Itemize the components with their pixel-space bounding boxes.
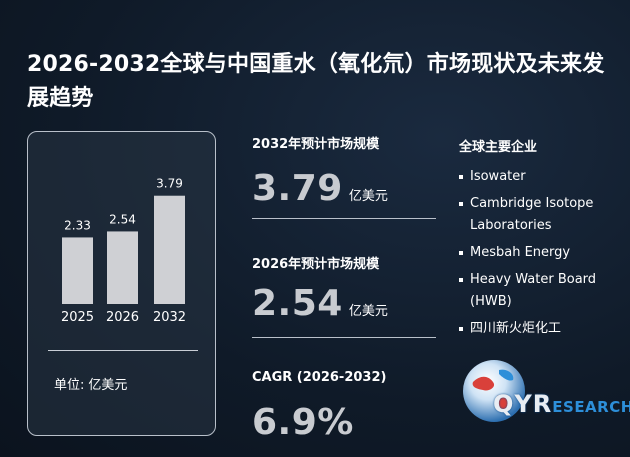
company-item: Isowater [459, 166, 624, 188]
metric-divider [252, 218, 436, 219]
chart-card: 2.33 2025 2.54 2026 3.79 2032 单位: 亿美元 [27, 131, 216, 436]
globe-icon [463, 360, 525, 422]
unit-note: 单位: 亿美元 [54, 374, 131, 393]
data-label-2032: 3.79 [156, 177, 183, 191]
logo-wordmark: QYR ESEARCH [493, 390, 630, 418]
company-item: Heavy Water Board (HWB) [459, 269, 624, 313]
metric-2026-unit: 亿美元 [348, 304, 388, 319]
bar-2025 [62, 237, 93, 304]
chart-divider [48, 350, 198, 351]
data-label-2026: 2.54 [109, 212, 136, 226]
metric-2032-label: 2032年预计市场规模 [252, 137, 380, 152]
cagr-value: 6.9% [252, 402, 354, 443]
logo-secondary: ESEARCH [552, 398, 630, 416]
bar-2026 [107, 231, 138, 304]
metric-2026-number: 2.54 [252, 283, 343, 324]
company-list: Isowater Cambridge Isotope Laboratories … [459, 166, 624, 345]
company-item: Cambridge Isotope Laboratories [459, 193, 624, 237]
companies-title: 全球主要企业 [459, 140, 538, 155]
bar-chart: 2.33 2025 2.54 2026 3.79 2032 [61, 177, 186, 325]
metric-2032-value: 3.79 亿美元 [252, 168, 388, 209]
cagr-number: 6.9% [252, 402, 354, 443]
company-item: 四川新火炬化工 [459, 318, 624, 340]
tick-label-2032: 2032 [153, 310, 186, 325]
unit-label: 单位: [54, 378, 85, 393]
metric-divider [252, 337, 436, 338]
cagr-label: CAGR (2026-2032) [252, 370, 387, 385]
tick-label-2026: 2026 [106, 310, 139, 325]
bar-2032 [154, 195, 185, 304]
metric-2026-value: 2.54 亿美元 [252, 283, 388, 324]
metric-2032-number: 3.79 [252, 168, 343, 209]
page-title: 2026-2032全球与中国重水（氧化氘）市场现状及未来发展趋势 [27, 52, 605, 111]
metric-2026-label: 2026年预计市场规模 [252, 257, 380, 272]
company-item: Mesbah Energy [459, 242, 624, 264]
tick-label-2025: 2025 [61, 310, 94, 325]
logo-primary: QYR [493, 390, 553, 418]
metric-2032-unit: 亿美元 [348, 189, 388, 204]
data-label-2025: 2.33 [64, 218, 91, 232]
unit-value: 亿美元 [88, 378, 128, 393]
qyresearch-logo: QYR ESEARCH [459, 356, 630, 426]
